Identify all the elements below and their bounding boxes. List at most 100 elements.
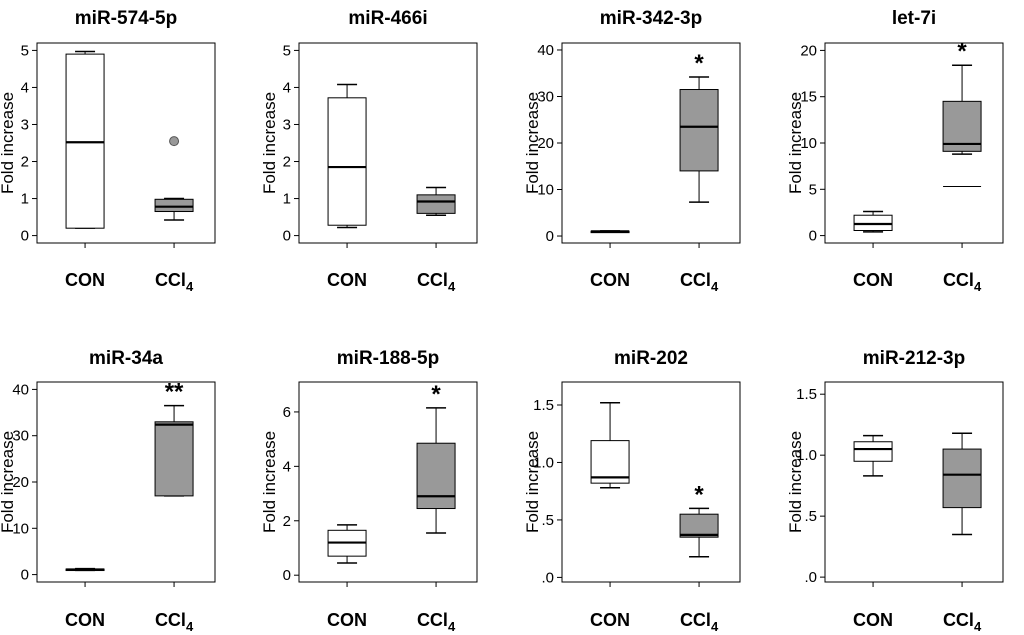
- chart-3-y-tick-label: 10: [537, 182, 554, 199]
- chart-4-y-tick-label: 15: [800, 89, 817, 106]
- chart-5-category-label: CCl4: [155, 610, 194, 634]
- chart-6-box-ccl4-significance-marker: *: [431, 381, 441, 408]
- chart-5-category-label: CON: [65, 610, 105, 630]
- chart-7-box-ccl4-significance-marker: *: [694, 481, 704, 508]
- chart-8-category-label: CCl4: [943, 610, 982, 634]
- chart-3-y-tick-label: 40: [537, 42, 554, 59]
- chart-5-y-axis-label: Fold increase: [0, 431, 17, 533]
- chart-8-y-axis-label: Fold increase: [786, 431, 805, 533]
- chart-5-y-tick-label: 40: [12, 381, 29, 398]
- chart-7-title: miR-202: [614, 348, 688, 369]
- chart-2-box-ccl4-iqr: [416, 194, 456, 214]
- chart-2-box-con-iqr: [327, 97, 367, 226]
- chart-1-y-tick-label: 1: [21, 191, 29, 208]
- chart-4-title: let-7i: [892, 8, 936, 29]
- chart-8-box-con-iqr: [853, 441, 893, 462]
- chart-7-category-label-subscript: 4: [711, 619, 719, 634]
- chart-1-category-label-base: CCl: [155, 270, 186, 290]
- chart-8-box-ccl4-iqr: [942, 448, 982, 509]
- chart-1-plot-frame: [36, 42, 216, 244]
- chart-8-category-label: CON: [853, 610, 893, 630]
- chart-3-y-tick-label: 0: [546, 228, 554, 245]
- chart-6-y-tick-label: 4: [283, 458, 291, 475]
- chart-8-y-tick-label: .5: [804, 508, 817, 525]
- chart-5-box-ccl4-significance-marker: **: [165, 379, 184, 406]
- chart-5-category-label-base: CCl: [155, 610, 186, 630]
- chart-1-y-tick-label: 2: [21, 154, 29, 171]
- chart-2-y-tick-label: 4: [283, 79, 291, 96]
- chart-4-category-label: CCl4: [943, 270, 982, 294]
- chart-4-y-tick-label: 10: [800, 135, 817, 152]
- chart-1-category-label: CON: [65, 270, 105, 290]
- chart-3-y-tick-label: 30: [537, 88, 554, 105]
- chart-7-y-tick-label: 1.5: [533, 397, 554, 414]
- chart-3-panel: miR-342-3p Fold increase 0 10 20 30 40 CON CCl4 *: [523, 8, 741, 294]
- chart-7-category-label: CCl4: [680, 610, 719, 634]
- chart-6-plot-frame: [298, 381, 478, 583]
- chart-6-y-tick-label: 0: [283, 567, 291, 584]
- chart-2-category-label: CON: [327, 270, 367, 290]
- chart-3-title: miR-342-3p: [600, 8, 702, 29]
- chart-8-y-tick-label: 1.5: [796, 386, 817, 403]
- chart-7-y-axis-label: Fold increase: [523, 431, 542, 533]
- chart-6-category-label: CCl4: [417, 610, 456, 634]
- chart-5-category-label-subscript: 4: [186, 619, 194, 634]
- chart-6-title: miR-188-5p: [337, 348, 439, 369]
- chart-2-y-tick-label: 1: [283, 191, 291, 208]
- chart-7-category-label: CON: [590, 610, 630, 630]
- chart-7-y-tick-label: .0: [541, 569, 554, 586]
- chart-2-category-label-base: CCl: [417, 270, 448, 290]
- chart-6-y-tick-label: 6: [283, 404, 291, 421]
- chart-1-title: miR-574-5p: [75, 8, 177, 29]
- chart-7-plot-frame: [561, 381, 741, 583]
- chart-8-title: miR-212-3p: [863, 348, 965, 369]
- chart-4-category-label-subscript: 4: [974, 279, 982, 294]
- chart-1-y-axis-label: Fold increase: [0, 92, 17, 194]
- chart-5-box-ccl4-iqr: [154, 421, 194, 497]
- chart-6-y-axis-label: Fold increase: [260, 431, 279, 533]
- chart-4-panel: let-7i Fold increase 0 5 10 15 20 CON CCl4 *: [786, 8, 1004, 294]
- chart-3-y-axis-label: Fold increase: [523, 92, 542, 194]
- chart-1-category-label: CCl4: [155, 270, 194, 294]
- chart-1-box-ccl4-outlier: [169, 136, 180, 147]
- chart-2-category-label-subscript: 4: [448, 279, 456, 294]
- chart-1-box-ccl4-iqr: [154, 198, 194, 213]
- chart-7-y-tick-label: 1.0: [533, 454, 554, 471]
- chart-8-category-label-base: CCl: [943, 610, 974, 630]
- chart-2-y-tick-label: 0: [283, 228, 291, 245]
- chart-7-category-label-base: CCl: [680, 610, 711, 630]
- chart-2-y-axis-label: Fold increase: [260, 92, 279, 194]
- chart-1-box-con-iqr: [65, 53, 105, 229]
- chart-2-category-label: CCl4: [417, 270, 456, 294]
- chart-8-y-tick-label: .0: [804, 569, 817, 586]
- chart-2-plot-frame: [298, 42, 478, 244]
- chart-4-y-axis-label: Fold increase: [786, 92, 805, 194]
- chart-2-y-tick-label: 5: [283, 42, 291, 59]
- chart-8-panel: miR-212-3p Fold increase .0 .5 1.0 1.5 CON CCl4: [786, 348, 1004, 634]
- chart-5-y-tick-label: 10: [12, 520, 29, 537]
- chart-3-category-label: CON: [590, 270, 630, 290]
- chart-3-category-label-subscript: 4: [711, 279, 719, 294]
- chart-4-category-label-base: CCl: [943, 270, 974, 290]
- chart-5-title: miR-34a: [89, 348, 163, 369]
- chart-3-box-ccl4-significance-marker: *: [694, 50, 704, 77]
- chart-6-category-label-subscript: 4: [448, 619, 456, 634]
- chart-6-box-ccl4-iqr: [416, 442, 456, 510]
- chart-2-y-tick-label: 3: [283, 116, 291, 133]
- chart-1-category-label-subscript: 4: [186, 279, 194, 294]
- chart-1-y-tick-label: 5: [21, 42, 29, 59]
- chart-5-panel: miR-34a Fold increase 0 10 20 30 40 CON CCl4 **: [0, 348, 216, 634]
- chart-3-box-ccl4-iqr: [679, 89, 719, 172]
- chart-5-y-tick-label: 0: [21, 567, 29, 584]
- chart-7-box-con-iqr: [590, 440, 630, 484]
- chart-8-y-tick-label: 1.0: [796, 447, 817, 464]
- chart-3-category-label: CCl4: [680, 270, 719, 294]
- chart-8-plot-frame: [824, 381, 1004, 583]
- chart-4-y-tick-label: 5: [809, 181, 817, 198]
- chart-5-y-tick-label: 20: [12, 474, 29, 491]
- chart-8-category-label-subscript: 4: [974, 619, 982, 634]
- chart-3-y-tick-label: 20: [537, 135, 554, 152]
- chart-2-title: miR-466i: [348, 8, 427, 29]
- chart-1-y-tick-label: 3: [21, 116, 29, 133]
